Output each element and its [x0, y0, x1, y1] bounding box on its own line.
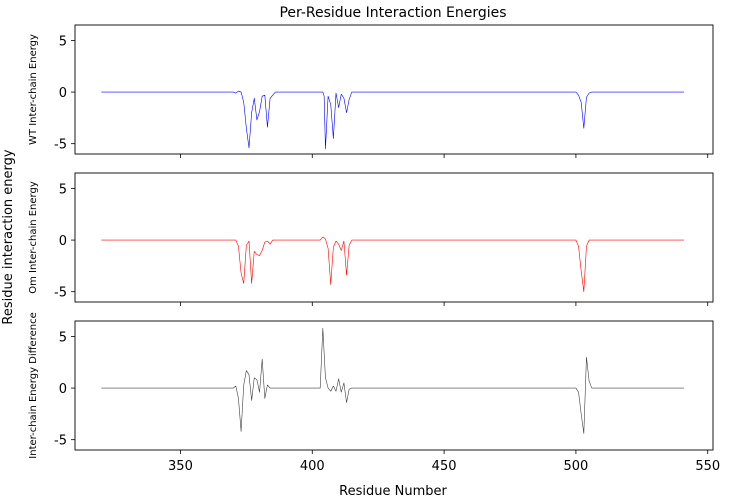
panel-3-ytick-label: 0 — [59, 382, 67, 397]
chart-title: Per-Residue Interaction Energies — [279, 5, 506, 21]
panel-1-ytick-label: 5 — [59, 34, 67, 49]
panel-1-ytick-label: -5 — [54, 138, 67, 153]
panel-2-ytick-label: 0 — [59, 234, 67, 249]
panel-2-ytick-label: 5 — [59, 182, 67, 197]
panel-3-ytick-label: -5 — [54, 434, 67, 449]
panel-1-series-line — [101, 90, 684, 150]
panel-1-frame — [74, 24, 714, 155]
panel-2-ytick-label: -5 — [54, 286, 67, 301]
panel-1-ylabel: WT Inter-chain Energy — [28, 34, 39, 145]
x-axis-label: Residue Number — [339, 484, 447, 499]
panel-2-frame — [74, 172, 714, 303]
y-axis-label: Residue interaction energy — [1, 149, 16, 324]
panel-3-ylabel: Inter-chain Energy Difference — [28, 312, 39, 458]
panel-3-ytick-label: 5 — [59, 330, 67, 345]
panel-2-series-line — [101, 236, 684, 292]
panel-3-frame — [74, 320, 714, 451]
xtick-label: 400 — [300, 459, 325, 474]
panel-3-series-line — [101, 327, 684, 434]
xtick-label: 550 — [695, 459, 720, 474]
panel-1-ytick-label: 0 — [59, 86, 67, 101]
xtick-label: 350 — [168, 459, 193, 474]
xtick-label: 450 — [432, 459, 457, 474]
panel-2-ylabel: Om Inter-chain Energy — [28, 181, 39, 294]
xtick-label: 500 — [563, 459, 588, 474]
